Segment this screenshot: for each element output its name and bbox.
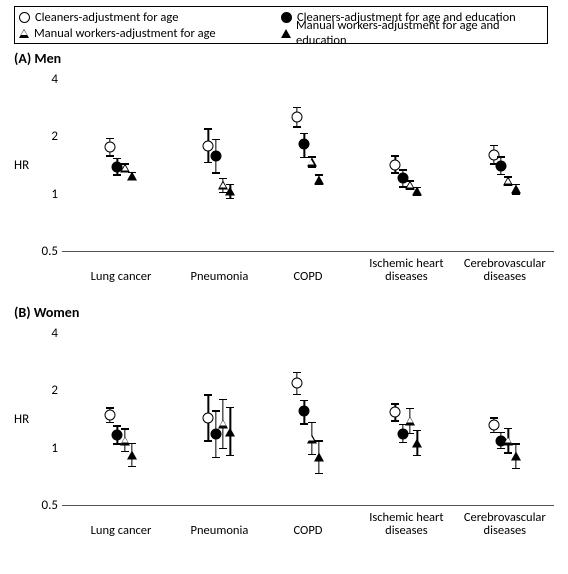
y-tick: 2 <box>30 129 58 144</box>
data-point <box>391 408 400 417</box>
legend-label: Manual workers-adjustment for age <box>34 26 216 41</box>
data-point <box>489 421 498 430</box>
legend-item: Cleaners-adjustment for age <box>19 10 281 25</box>
filled-triangle-icon <box>281 29 291 38</box>
y-tick: 1 <box>30 441 58 456</box>
data-point <box>497 161 506 170</box>
panel-b-label: (B) Women <box>14 304 79 321</box>
data-point <box>204 142 213 151</box>
y-axis-label: HR <box>14 158 29 173</box>
x-tick-label: COPD <box>258 270 358 283</box>
x-axis-line <box>62 251 554 252</box>
data-point <box>315 175 324 184</box>
data-point <box>292 379 301 388</box>
x-tick-label: Cerebrovasculardiseases <box>455 511 555 537</box>
data-point <box>300 407 309 416</box>
data-point <box>489 150 498 159</box>
data-point <box>106 142 115 151</box>
y-axis-label: HR <box>14 412 29 427</box>
data-point <box>106 411 115 420</box>
open-circle-icon <box>19 12 30 23</box>
legend-item: Manual workers-adjustment for age <box>19 26 281 41</box>
panel-a-label: (A) Men <box>14 50 61 67</box>
x-tick-label: Ischemic heartdiseases <box>356 257 456 283</box>
y-tick: 2 <box>30 383 58 398</box>
data-point <box>511 451 520 460</box>
open-triangle-icon <box>19 29 29 38</box>
data-point <box>211 151 220 160</box>
data-point <box>226 187 235 196</box>
data-point <box>307 158 316 167</box>
data-point <box>204 413 213 422</box>
y-tick: 4 <box>30 326 58 341</box>
legend-box: Cleaners-adjustment for age Cleaners-adj… <box>14 6 548 44</box>
y-tick: 1 <box>30 187 58 202</box>
x-tick-label: Pneumonia <box>169 270 269 283</box>
data-point <box>211 429 220 438</box>
data-point <box>128 450 137 459</box>
y-tick: 0.5 <box>30 498 58 513</box>
data-point <box>413 187 422 196</box>
data-point <box>406 416 415 425</box>
data-point <box>120 436 129 445</box>
x-tick-label: Lung cancer <box>71 524 171 537</box>
y-tick: 4 <box>30 72 58 87</box>
legend-item: Manual workers-adjustment for age and ed… <box>281 18 543 48</box>
panel-a-plot: HR 0.5124Lung cancerPneumoniaCOPDIschemi… <box>30 66 554 286</box>
legend-label: Cleaners-adjustment for age <box>35 10 178 25</box>
x-tick-label: Cerebrovasculardiseases <box>455 257 555 283</box>
data-point <box>292 113 301 122</box>
data-point <box>413 439 422 448</box>
data-point <box>307 434 316 443</box>
data-point <box>128 172 137 181</box>
data-point <box>226 427 235 436</box>
data-point <box>315 453 324 462</box>
data-point <box>300 139 309 148</box>
panel-b-plot: HR 0.5124Lung cancerPneumoniaCOPDIschemi… <box>30 320 554 540</box>
y-tick: 0.5 <box>30 244 58 259</box>
x-tick-label: Ischemic heartdiseases <box>356 511 456 537</box>
x-axis-line <box>62 505 554 506</box>
data-point <box>391 161 400 170</box>
x-tick-label: Pneumonia <box>169 524 269 537</box>
figure-container: { "legend": { "items": [ {"marker":"open… <box>0 0 568 574</box>
legend-label: Manual workers-adjustment for age and ed… <box>296 18 543 48</box>
data-point <box>511 185 520 194</box>
x-tick-label: Lung cancer <box>71 270 171 283</box>
x-tick-label: COPD <box>258 524 358 537</box>
